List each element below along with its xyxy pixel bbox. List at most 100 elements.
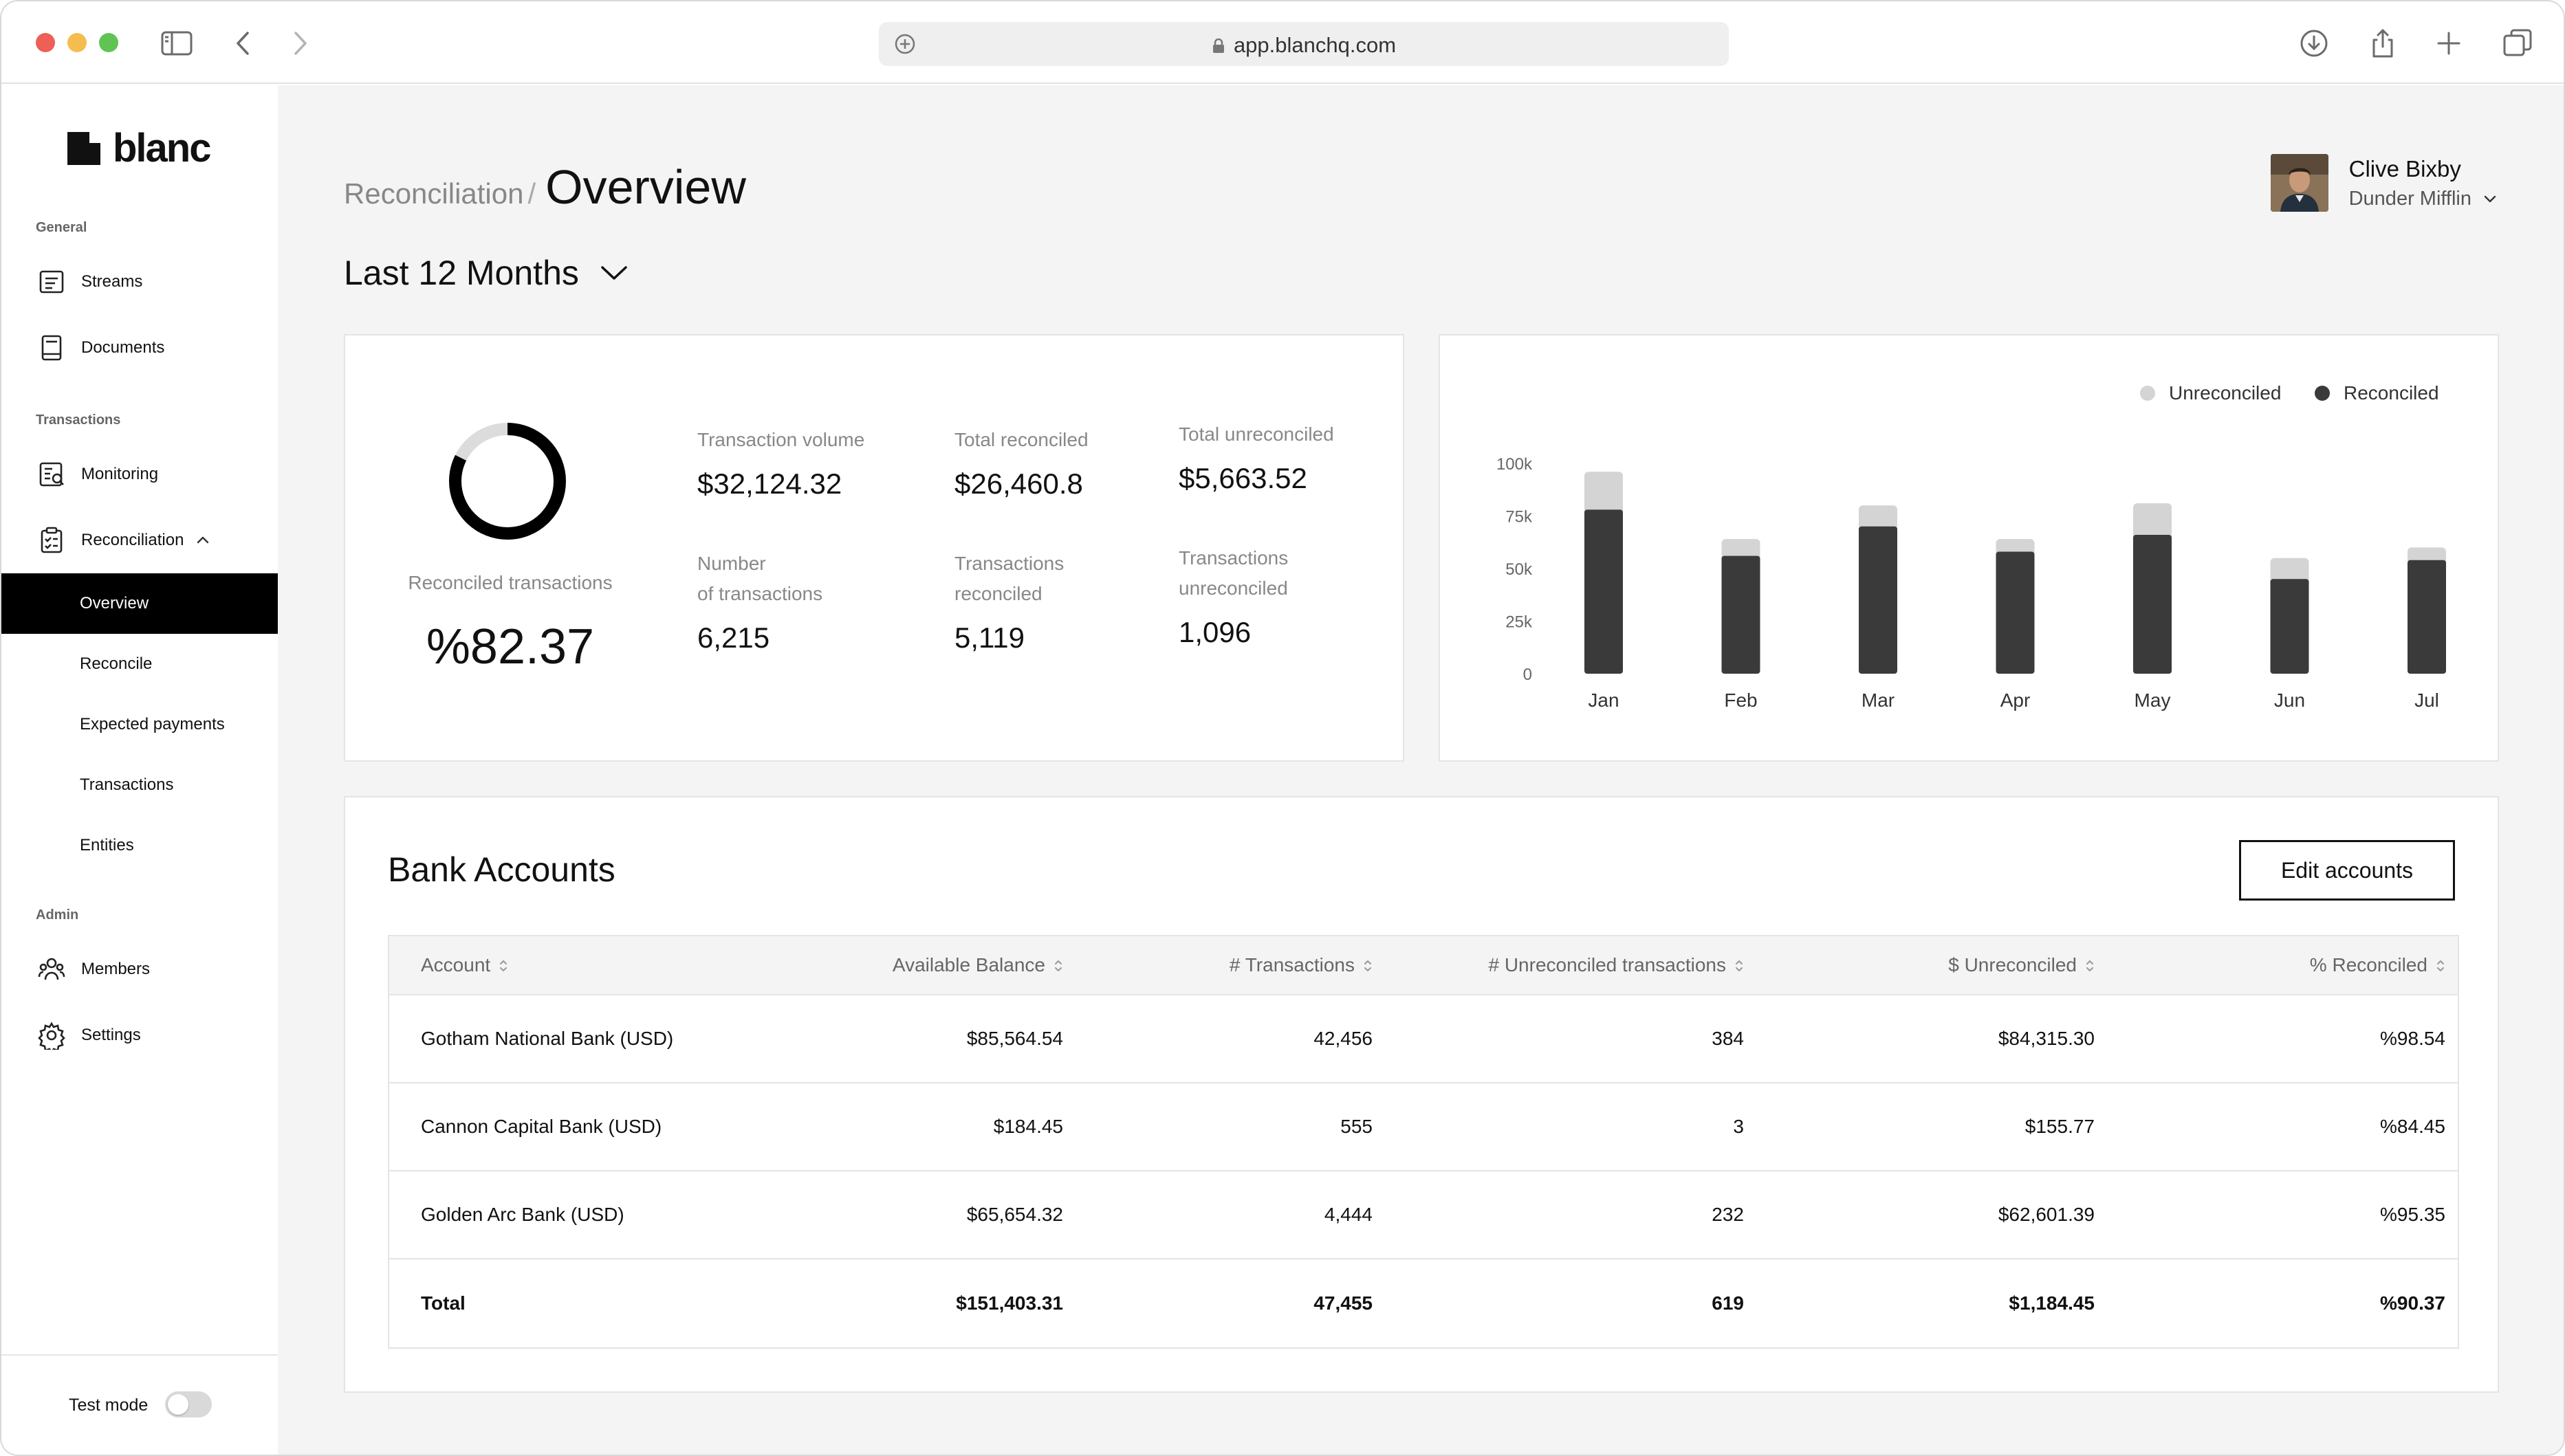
stat-label: reconciled — [954, 583, 1043, 604]
chart-card: Unreconciled Reconciled 100k 75k 50k 25k 0 Ja… — [1439, 334, 2499, 762]
sidebar-item-documents[interactable]: Documents — [1, 318, 278, 378]
period-selector[interactable]: Last 12 Months — [344, 253, 631, 293]
reconciled-donut-arc — [449, 423, 566, 540]
sort-icon — [1054, 957, 1063, 973]
cell-transactions: 555 — [1340, 1116, 1373, 1137]
column-header-percent-reconciled[interactable]: % Reconciled — [2122, 936, 2445, 994]
maximize-window-button[interactable] — [99, 33, 118, 52]
bar-group-jul[interactable]: Jul — [2408, 547, 2446, 711]
stat-total-reconciled: Total reconciled $26,460.8 — [954, 425, 1089, 500]
column-header-dollar-unreconciled[interactable]: $ Unreconciled — [1765, 936, 2095, 994]
bar-group-feb[interactable]: Feb — [1721, 539, 1760, 711]
bar-group-jan[interactable]: Jan — [1584, 472, 1623, 711]
y-tick-label: 75k — [1505, 508, 1533, 527]
legend-label: Unreconciled — [2169, 382, 2282, 404]
bar-group-mar[interactable]: Mar — [1859, 505, 1897, 711]
documents-icon — [37, 333, 66, 362]
bar-chart: 100k 75k 50k 25k 0 Jan Feb Mar Apr May Jun Jul — [1496, 455, 2446, 711]
stat-total-unreconciled: Total unreconciled $5,663.52 — [1179, 419, 1334, 495]
sidebar-subitem-expected-payments[interactable]: Expected payments — [80, 715, 225, 733]
table-row[interactable]: Cannon Capital Bank (USD) $184.45 555 3 … — [389, 1083, 2458, 1171]
sidebar-item-members[interactable]: Members — [1, 939, 278, 1000]
stat-transaction-volume: Transaction volume $32,124.32 — [697, 425, 864, 500]
section-label-admin: Admin — [36, 907, 79, 923]
close-window-button[interactable] — [36, 33, 55, 52]
section-label-general: General — [36, 220, 87, 235]
sidebar-subitem-entities[interactable]: Entities — [80, 836, 134, 854]
sidebar-item-label: Monitoring — [81, 465, 159, 483]
test-mode-toggle[interactable] — [165, 1391, 212, 1418]
app-logo[interactable]: blanc — [67, 128, 211, 169]
stat-value: $5,663.52 — [1179, 462, 1307, 494]
legend-item-unreconciled[interactable]: Unreconciled — [2140, 382, 2281, 404]
stat-transactions-reconciled: Transactions reconciled 5,119 — [954, 549, 1064, 654]
sidebar-item-label: Streams — [81, 272, 143, 291]
legend-item-reconciled[interactable]: Reconciled — [2315, 382, 2439, 404]
chevron-up-icon[interactable] — [195, 532, 211, 549]
cell-available-balance: $184.45 — [993, 1116, 1063, 1137]
forward-icon[interactable] — [282, 26, 316, 60]
bar-reconciled — [2133, 535, 2172, 674]
user-org-label: Dunder Mifflin — [2348, 187, 2471, 210]
x-tick-label: May — [2135, 690, 2171, 711]
address-bar[interactable]: app.blanchq.com — [879, 22, 1729, 66]
bar-group-apr[interactable]: Apr — [1996, 539, 2035, 711]
column-header-label: Available Balance — [892, 954, 1045, 975]
column-header-label: $ Unreconciled — [1948, 954, 2077, 975]
breadcrumb-separator: / — [527, 177, 536, 210]
table-row[interactable]: Golden Arc Bank (USD) $65,654.32 4,444 2… — [389, 1171, 2458, 1259]
column-header-available-balance[interactable]: Available Balance — [651, 936, 1063, 994]
reconciled-donut — [449, 423, 566, 540]
stat-value: 1,096 — [1179, 616, 1252, 648]
site-settings-icon[interactable] — [893, 32, 917, 56]
new-tab-icon[interactable] — [2432, 26, 2466, 60]
edit-accounts-button[interactable]: Edit accounts — [2239, 840, 2455, 901]
streams-icon — [37, 267, 66, 296]
sidebar-item-monitoring[interactable]: Monitoring — [1, 444, 278, 505]
stat-value: 6,215 — [697, 621, 770, 654]
column-header-transactions[interactable]: # Transactions — [1098, 936, 1373, 994]
stat-label: Transactions — [1179, 547, 1289, 569]
table-row[interactable]: Gotham National Bank (USD) $85,564.54 42… — [389, 995, 2458, 1083]
sidebar-item-label: Settings — [81, 1026, 141, 1044]
stat-transactions-unreconciled: Transactions unreconciled 1,096 — [1179, 543, 1288, 649]
cell-total-percent-reconciled: %90.37 — [2380, 1292, 2445, 1314]
stat-label: of transactions — [697, 583, 823, 604]
minimize-window-button[interactable] — [67, 33, 87, 52]
bank-accounts-table: Account Available Balance # Transactions… — [388, 935, 2459, 1349]
test-mode-label: Test mode — [69, 1396, 149, 1415]
sort-icon — [2085, 957, 2095, 973]
share-icon[interactable] — [2366, 26, 2400, 60]
reconciled-transactions-value: %82.37 — [426, 619, 595, 674]
sidebar-item-streams[interactable]: Streams — [1, 252, 278, 312]
user-menu[interactable]: Clive Bixby Dunder Mifflin — [2270, 154, 2499, 212]
y-tick-label: 50k — [1505, 560, 1533, 579]
column-header-label: % Reconciled — [2309, 954, 2427, 975]
sidebar-subitem-overview[interactable]: Overview — [1, 573, 278, 634]
table-total-row: Total $151,403.31 47,455 619 $1,184.45 %… — [389, 1259, 2458, 1347]
chevron-down-icon — [2481, 190, 2499, 208]
sidebar-subitem-reconcile[interactable]: Reconcile — [80, 654, 153, 673]
stat-label: Total reconciled — [954, 429, 1089, 450]
sidebar-toggle-icon[interactable] — [160, 26, 194, 60]
sidebar-item-settings[interactable]: Settings — [1, 1005, 278, 1066]
cell-account: Cannon Capital Bank (USD) — [421, 1116, 662, 1137]
back-icon[interactable] — [227, 26, 261, 60]
avatar — [2270, 154, 2328, 212]
period-label: Last 12 Months — [344, 254, 579, 292]
bar-group-may[interactable]: May — [2133, 503, 2172, 711]
table-header: Account Available Balance # Transactions… — [389, 936, 2458, 995]
stat-value: $32,124.32 — [697, 467, 842, 500]
sidebar-subitem-transactions[interactable]: Transactions — [80, 775, 174, 794]
column-header-account[interactable]: Account — [421, 936, 508, 994]
legend-label: Reconciled — [2344, 382, 2439, 404]
tab-overview-icon[interactable] — [2500, 26, 2535, 60]
column-header-unreconciled-transactions[interactable]: # Unreconciled transactions — [1400, 936, 1744, 994]
column-header-label: # Unreconciled transactions — [1488, 954, 1726, 975]
cell-unreconciled-transactions: 384 — [1712, 1028, 1744, 1049]
download-icon[interactable] — [2297, 26, 2331, 60]
sidebar-item-reconciliation[interactable]: Reconciliation — [1, 510, 278, 571]
bar-group-jun[interactable]: Jun — [2270, 558, 2309, 711]
breadcrumb-parent-link[interactable]: Reconciliation — [344, 177, 524, 210]
